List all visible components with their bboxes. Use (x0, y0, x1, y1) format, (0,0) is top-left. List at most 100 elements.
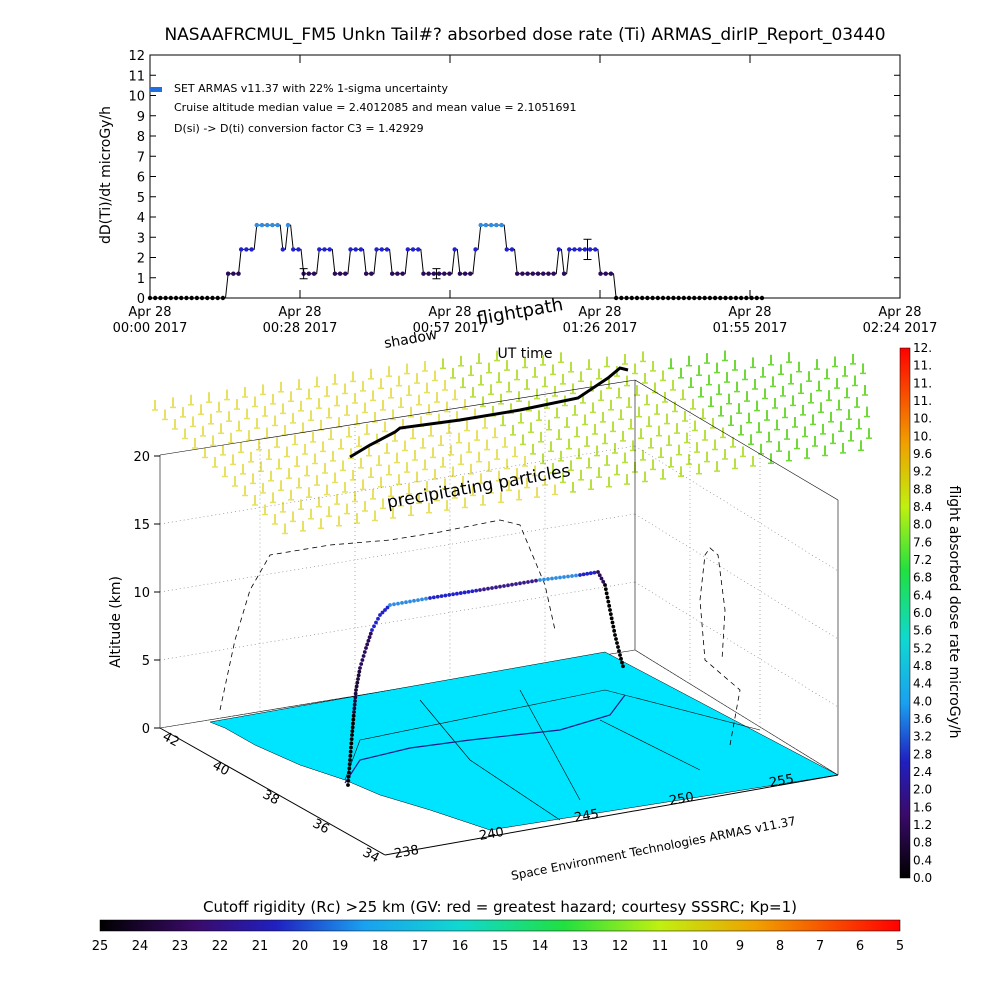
dose-rate-marker (280, 247, 286, 252)
flight-track-point (506, 583, 510, 588)
rigidity-colorbar-tick-label: 11 (652, 939, 669, 954)
dose-rate-marker (718, 295, 723, 301)
dose-rate-marker (158, 295, 163, 301)
flight-track-point (348, 758, 352, 762)
dose-colorbar-tick-label: 6.4 (913, 588, 932, 602)
dose-colorbar-tick-label: 8.8 (913, 482, 932, 496)
flight-track-point (603, 583, 607, 587)
rigidity-colorbar-tick-label: 21 (252, 939, 269, 954)
flight-track-point (620, 660, 624, 665)
x-tick-label-date: Apr 28 (578, 305, 621, 320)
dose-rate-marker (400, 271, 405, 276)
y-tick-label: 10 (128, 90, 145, 105)
flight-3d-panel: 0 5 10 15 20 Altitude (km) 42 40 38 36 34 238 240… (108, 294, 872, 883)
flight-track-point (347, 766, 352, 771)
flight-track-point (383, 608, 387, 612)
dose-colorbar-tick-label: 3.6 (913, 712, 932, 726)
dose-colorbar-tick-label: 8.0 (913, 518, 932, 532)
flight-track-point (352, 702, 357, 707)
dose-rate-marker (681, 295, 687, 301)
flight-track-point (510, 582, 514, 587)
dose-rate-marker (462, 271, 468, 276)
dose-colorbar-tick-label: 6.8 (913, 571, 932, 585)
dose-rate-series (147, 222, 765, 301)
flight-track-point (350, 725, 355, 730)
flight-track-point (588, 571, 593, 576)
altitude-axis-label: Altitude (km) (108, 576, 124, 668)
flight-track-point (462, 590, 467, 595)
flight-track-point (349, 737, 354, 742)
rigidity-colorbar-tick-label: 7 (816, 939, 824, 954)
flight-track-point (349, 741, 354, 746)
flight-track-point (353, 699, 357, 703)
dose-rate-marker (306, 271, 312, 276)
dose-colorbar-gradient (899, 347, 911, 879)
dose-rate-marker (478, 222, 483, 228)
dose-rate-marker (749, 295, 754, 301)
longitude-ticks: 238 240 245 250 255 (384, 772, 839, 862)
dose-rate-marker (624, 295, 629, 301)
dose-rate-marker (520, 271, 525, 276)
credit-label: Space Environment Technologies ARMAS v11… (510, 814, 797, 883)
top-x-axis-label: UT time (498, 346, 553, 362)
flight-track-point (351, 717, 356, 722)
dose-colorbar: 0.0 0.4 0.8 1.2 1.6 2.0 2.4 2.8 3.2 3.6 4.0 4.4 4.8 5… (899, 341, 962, 885)
rigidity-colorbar-tick-label: 13 (572, 939, 589, 954)
dose-colorbar-tick-label: 1.2 (913, 818, 932, 832)
shadow-projection (219, 519, 741, 746)
flight-track-point (530, 579, 534, 584)
flight-track-point (578, 573, 582, 577)
flight-track-point (514, 582, 518, 586)
dose-rate-marker (483, 222, 489, 228)
dose-rate-marker (598, 271, 603, 276)
dose-rate-marker (215, 295, 220, 301)
flight-track-point (354, 684, 359, 689)
flight-track-point (562, 575, 566, 579)
dose-rate-marker (379, 247, 384, 252)
flight-track-point (408, 599, 412, 604)
flight-track-point (365, 642, 370, 647)
rigidity-colorbar-tick-label: 8 (776, 939, 784, 954)
flight-track-point (612, 628, 617, 633)
box-top-back-edge (159, 379, 636, 456)
dose-rate-marker (353, 247, 358, 252)
flight-track-point (424, 596, 428, 601)
dose-rate-marker (666, 295, 671, 301)
dose-rate-marker (692, 295, 697, 301)
dose-rate-marker (556, 247, 562, 252)
latitude-axis-line (159, 727, 386, 856)
y-tick-label: 2 (137, 252, 145, 267)
y-tick-label: 7 (137, 150, 145, 165)
rigidity-colorbar-label: Cutoff rigidity (Rc) >25 km (GV: red = g… (203, 898, 797, 916)
dose-rate-marker (613, 295, 619, 301)
dose-rate-marker (608, 271, 614, 276)
precipitating-particles-label: precipitating particles (385, 461, 572, 513)
flight-track-point (546, 577, 550, 581)
flight-track-point (347, 770, 351, 775)
flight-track-point (366, 638, 371, 643)
latitude-tick-label: 40 (210, 758, 232, 779)
flight-track-point (388, 603, 392, 607)
dose-rate-marker (327, 247, 332, 252)
flight-track-point (443, 593, 448, 598)
dose-rate-marker (153, 295, 158, 301)
longitude-tick-label: 240 (478, 825, 505, 844)
dose-rate-marker (296, 247, 301, 252)
flight-track-point (603, 587, 608, 592)
dose-colorbar-tick-label: 4.4 (913, 677, 932, 691)
legend-entry-set-armas: SET ARMAS v11.37 with 22% 1-sigma uncert… (174, 82, 448, 95)
rigidity-colorbar-tick-label: 20 (292, 939, 309, 954)
dose-rate-marker (384, 247, 390, 252)
dose-rate-marker (712, 295, 718, 301)
dose-rate-marker (525, 271, 530, 276)
state-border-2 (419, 699, 561, 821)
dose-colorbar-tick-label: 1.6 (913, 800, 932, 814)
dose-rate-marker (358, 247, 364, 252)
altitude-gridline-back (159, 445, 636, 525)
legend-entry-conversion-factor: D(si) -> D(ti) conversion factor C3 = 1.… (174, 122, 424, 135)
dose-colorbar-label: flight absorbed dose rate microGy/h (946, 486, 962, 739)
dose-rate-marker (416, 247, 421, 252)
dose-rate-marker (436, 271, 442, 276)
